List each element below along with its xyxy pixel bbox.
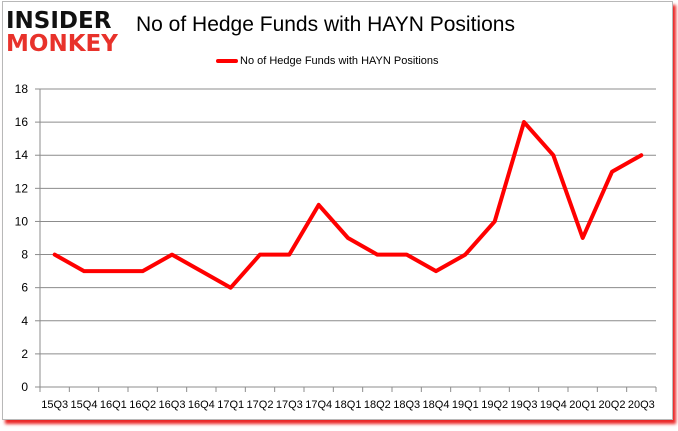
logo-line-1: INSIDER: [6, 8, 112, 34]
series-line: [52, 120, 644, 290]
x-tick-label: 17Q1: [217, 399, 244, 411]
x-tick-label: 20Q1: [569, 399, 596, 411]
x-tick-label: 16Q4: [188, 399, 215, 411]
gridlines: [40, 88, 656, 355]
x-tick-label: 15Q4: [71, 399, 98, 411]
legend-line-swatch-icon: [216, 59, 238, 63]
x-tick-label: 18Q4: [423, 399, 450, 411]
legend-label: No of Hedge Funds with HAYN Positions: [240, 55, 439, 67]
y-tick-label: 8: [21, 248, 28, 262]
x-axis-ticks: 15Q3 15Q4 16Q1 16Q2 16Q3 16Q4 17Q1 17Q2 17Q3 17Q4…: [39, 387, 657, 411]
x-tick-label: 17Q4: [305, 399, 332, 411]
chart-frame: [2, 1, 673, 420]
x-tick-label: 18Q2: [364, 399, 391, 411]
x-tick-label: 20Q3: [628, 399, 655, 411]
y-tick-label: 12: [15, 181, 29, 195]
y-tick-label: 14: [15, 148, 29, 162]
x-tick-label: 19Q4: [540, 399, 567, 411]
x-tick-label: 19Q1: [452, 399, 479, 411]
y-axis-ticks: 0 2 4 6 8 10 12 14 16 18: [15, 82, 40, 394]
x-tick-label: 19Q3: [511, 399, 538, 411]
chart-title: No of Hedge Funds with HAYN Positions: [136, 13, 515, 36]
chart-legend: No of Hedge Funds with HAYN Positions: [216, 55, 439, 67]
x-tick-label: 20Q2: [599, 399, 626, 411]
y-tick-label: 4: [21, 314, 28, 328]
x-tick-label: 19Q2: [481, 399, 508, 411]
x-tick-label: 17Q2: [247, 399, 274, 411]
y-tick-label: 16: [15, 115, 29, 129]
y-tick-label: 6: [21, 281, 28, 295]
y-tick-label: 18: [15, 82, 29, 96]
x-tick-label: 16Q3: [159, 399, 186, 411]
axes: [39, 89, 656, 388]
y-tick-label: 0: [21, 380, 28, 394]
x-tick-label: 17Q3: [276, 399, 303, 411]
y-tick-label: 2: [21, 347, 28, 361]
x-tick-label: 18Q1: [335, 399, 362, 411]
logo-line-2: MONKEY: [6, 31, 118, 57]
x-tick-label: 16Q2: [129, 399, 156, 411]
y-tick-label: 10: [15, 214, 29, 228]
x-tick-label: 16Q1: [100, 399, 127, 411]
x-tick-label: 18Q3: [393, 399, 420, 411]
x-tick-label: 15Q3: [41, 399, 68, 411]
insider-monkey-logo: INSIDER MONKEY: [6, 8, 126, 57]
